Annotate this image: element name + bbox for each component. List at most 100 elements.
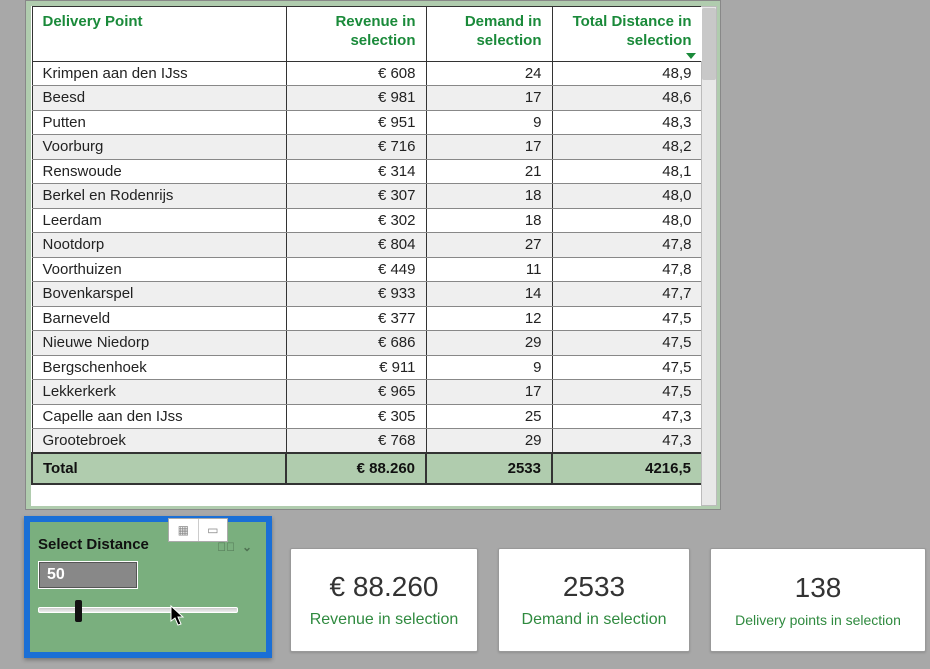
table-row[interactable]: Lekkerkerk€ 9651747,5 bbox=[32, 380, 702, 405]
cell-delivery-point: Nieuwe Niedorp bbox=[32, 331, 286, 356]
col-header-demand[interactable]: Demand in selection bbox=[426, 7, 552, 62]
table-row[interactable]: Voorthuizen€ 4491147,8 bbox=[32, 257, 702, 282]
cell-distance: 47,5 bbox=[552, 331, 702, 356]
cell-revenue: € 608 bbox=[286, 61, 426, 86]
cell-delivery-point: Barneveld bbox=[32, 306, 286, 331]
cell-demand: 29 bbox=[426, 429, 552, 454]
table-row[interactable]: Nootdorp€ 8042747,8 bbox=[32, 233, 702, 258]
table-row[interactable]: Grootebroek€ 7682947,3 bbox=[32, 429, 702, 454]
delivery-table: Delivery Point Revenue in selection Dema… bbox=[31, 6, 703, 485]
cell-delivery-point: Beesd bbox=[32, 86, 286, 111]
cell-delivery-point: Krimpen aan den IJss bbox=[32, 61, 286, 86]
cell-demand: 17 bbox=[426, 135, 552, 160]
cell-distance: 48,1 bbox=[552, 159, 702, 184]
cell-distance: 47,3 bbox=[552, 404, 702, 429]
slider-thumb[interactable] bbox=[75, 600, 82, 622]
total-distance: 4216,5 bbox=[552, 453, 702, 484]
cell-demand: 29 bbox=[426, 331, 552, 356]
table-row[interactable]: Capelle aan den IJss€ 3052547,3 bbox=[32, 404, 702, 429]
cell-distance: 47,8 bbox=[552, 257, 702, 282]
cell-revenue: € 716 bbox=[286, 135, 426, 160]
cell-demand: 18 bbox=[426, 184, 552, 209]
total-revenue: € 88.260 bbox=[286, 453, 426, 484]
cell-revenue: € 305 bbox=[286, 404, 426, 429]
cell-demand: 21 bbox=[426, 159, 552, 184]
scrollbar-track[interactable] bbox=[701, 6, 717, 506]
cell-distance: 47,8 bbox=[552, 233, 702, 258]
cell-distance: 48,0 bbox=[552, 208, 702, 233]
col-header-distance[interactable]: Total Distance in selection bbox=[552, 7, 702, 62]
col-header-revenue[interactable]: Revenue in selection bbox=[286, 7, 426, 62]
revenue-card: € 88.260 Revenue in selection bbox=[290, 548, 478, 652]
table-row[interactable]: Nieuwe Niedorp€ 6862947,5 bbox=[32, 331, 702, 356]
cell-revenue: € 981 bbox=[286, 86, 426, 111]
cell-demand: 25 bbox=[426, 404, 552, 429]
delivery-table-panel: Delivery Point Revenue in selection Dema… bbox=[25, 0, 721, 510]
cell-demand: 17 bbox=[426, 86, 552, 111]
cell-demand: 18 bbox=[426, 208, 552, 233]
cell-revenue: € 302 bbox=[286, 208, 426, 233]
cell-distance: 47,5 bbox=[552, 306, 702, 331]
table-scroll-area: Delivery Point Revenue in selection Dema… bbox=[31, 6, 701, 506]
revenue-value: € 88.260 bbox=[330, 571, 439, 603]
cell-delivery-point: Nootdorp bbox=[32, 233, 286, 258]
table-row[interactable]: Voorburg€ 7161748,2 bbox=[32, 135, 702, 160]
col-header-delivery-point[interactable]: Delivery Point bbox=[32, 7, 286, 62]
clear-filter-icon[interactable]: ◯⃥ bbox=[217, 540, 235, 554]
cell-distance: 48,9 bbox=[552, 61, 702, 86]
cell-revenue: € 965 bbox=[286, 380, 426, 405]
slider-value-input[interactable]: 50 bbox=[38, 561, 138, 589]
table-row[interactable]: Krimpen aan den IJss€ 6082448,9 bbox=[32, 61, 702, 86]
cell-demand: 17 bbox=[426, 380, 552, 405]
scrollbar-thumb[interactable] bbox=[702, 8, 716, 80]
cell-revenue: € 686 bbox=[286, 331, 426, 356]
points-value: 138 bbox=[795, 572, 842, 604]
distance-slider[interactable] bbox=[38, 607, 238, 613]
cell-revenue: € 314 bbox=[286, 159, 426, 184]
cell-demand: 12 bbox=[426, 306, 552, 331]
table-row[interactable]: Bovenkarspel€ 9331447,7 bbox=[32, 282, 702, 307]
cell-demand: 24 bbox=[426, 61, 552, 86]
cell-distance: 48,3 bbox=[552, 110, 702, 135]
cell-delivery-point: Berkel en Rodenrijs bbox=[32, 184, 286, 209]
revenue-label: Revenue in selection bbox=[310, 611, 459, 629]
cell-distance: 47,5 bbox=[552, 355, 702, 380]
table-row[interactable]: Renswoude€ 3142148,1 bbox=[32, 159, 702, 184]
table-row[interactable]: Beesd€ 9811748,6 bbox=[32, 86, 702, 111]
cell-revenue: € 307 bbox=[286, 184, 426, 209]
demand-label: Demand in selection bbox=[522, 611, 667, 629]
cell-delivery-point: Voorthuizen bbox=[32, 257, 286, 282]
cell-demand: 9 bbox=[426, 355, 552, 380]
demand-card: 2533 Demand in selection bbox=[498, 548, 690, 652]
cell-distance: 47,7 bbox=[552, 282, 702, 307]
cell-demand: 27 bbox=[426, 233, 552, 258]
slider-title: Select Distance ◯⃥ ⌄ bbox=[38, 536, 258, 553]
table-row[interactable]: Leerdam€ 3021848,0 bbox=[32, 208, 702, 233]
cell-revenue: € 933 bbox=[286, 282, 426, 307]
cell-delivery-point: Leerdam bbox=[32, 208, 286, 233]
cell-revenue: € 768 bbox=[286, 429, 426, 454]
total-demand: 2533 bbox=[426, 453, 552, 484]
cell-demand: 9 bbox=[426, 110, 552, 135]
cell-revenue: € 449 bbox=[286, 257, 426, 282]
points-label: Delivery points in selection bbox=[735, 612, 901, 628]
total-label: Total bbox=[32, 453, 286, 484]
table-row[interactable]: Putten€ 951948,3 bbox=[32, 110, 702, 135]
cell-revenue: € 804 bbox=[286, 233, 426, 258]
cell-distance: 47,5 bbox=[552, 380, 702, 405]
cell-revenue: € 911 bbox=[286, 355, 426, 380]
cell-delivery-point: Bergschenhoek bbox=[32, 355, 286, 380]
table-row[interactable]: Bergschenhoek€ 911947,5 bbox=[32, 355, 702, 380]
cell-revenue: € 951 bbox=[286, 110, 426, 135]
table-row[interactable]: Berkel en Rodenrijs€ 3071848,0 bbox=[32, 184, 702, 209]
chevron-down-icon[interactable]: ⌄ bbox=[242, 540, 252, 554]
cell-delivery-point: Capelle aan den IJss bbox=[32, 404, 286, 429]
table-row[interactable]: Barneveld€ 3771247,5 bbox=[32, 306, 702, 331]
cell-delivery-point: Renswoude bbox=[32, 159, 286, 184]
cell-distance: 47,3 bbox=[552, 429, 702, 454]
cell-delivery-point: Lekkerkerk bbox=[32, 380, 286, 405]
total-row: Total € 88.260 2533 4216,5 bbox=[32, 453, 702, 484]
cell-demand: 14 bbox=[426, 282, 552, 307]
select-distance-panel: ▦ ▭ Select Distance ◯⃥ ⌄ 50 bbox=[24, 516, 272, 658]
points-card: 138 Delivery points in selection bbox=[710, 548, 926, 652]
